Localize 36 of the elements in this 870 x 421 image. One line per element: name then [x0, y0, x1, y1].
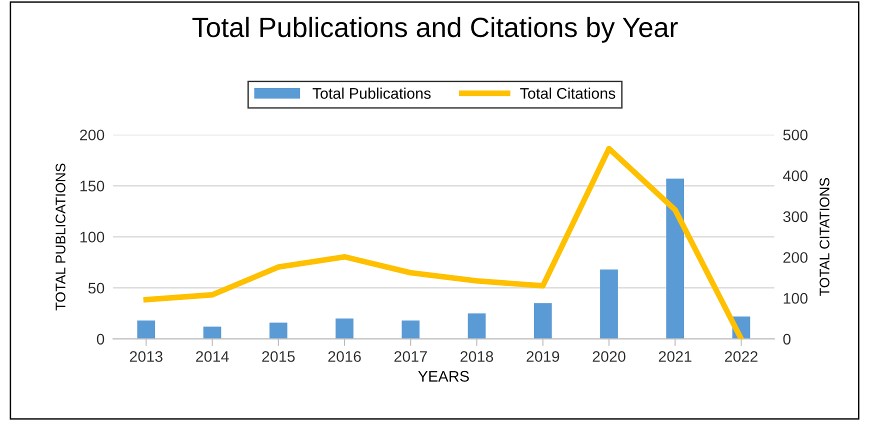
x-tick-label: 2015	[262, 351, 295, 362]
bar	[534, 303, 552, 339]
bar	[600, 269, 618, 339]
y-tick-label: 200	[80, 130, 104, 140]
x-tick-label: 2014	[196, 351, 229, 362]
bar	[269, 322, 288, 339]
x-tick-label: 2018	[460, 351, 494, 362]
y-axis-title: TOTAL PUBLICATIONS	[56, 164, 66, 310]
chart-title: Total Publications and Citations by Year	[192, 16, 678, 43]
legend-label: Total Publications	[312, 88, 431, 99]
x-axis-title: YEARS	[418, 370, 469, 382]
y-tick-label: 0	[96, 334, 104, 345]
y-tick-label: 100	[80, 232, 104, 242]
y2-tick-label: 300	[783, 211, 808, 222]
bar	[666, 178, 684, 339]
x-tick-label: 2013	[130, 351, 162, 362]
bar	[336, 318, 354, 339]
bar	[203, 326, 222, 339]
bar	[402, 320, 420, 339]
x-tick-label: 2017	[394, 351, 427, 362]
y2-tick-label: 500	[783, 130, 808, 140]
y2-tick-label: 400	[782, 170, 808, 182]
x-tick-label: 2020	[592, 351, 626, 362]
bar	[137, 320, 156, 339]
y-tick-label: 150	[80, 180, 104, 192]
bar	[468, 313, 486, 339]
y2-tick-label: 100	[784, 292, 808, 304]
y2-tick-label: 200	[783, 252, 808, 263]
y2-axis-title: TOTAL CITATIONS	[820, 178, 830, 296]
x-tick-label: 2022	[725, 351, 758, 362]
legend-label: Total Citations	[520, 88, 616, 99]
y2-tick-label: 0	[783, 334, 791, 345]
x-tick-label: 2016	[328, 351, 361, 362]
x-tick-label: 2019	[526, 351, 560, 362]
x-tick-label: 2021	[658, 351, 692, 362]
y-tick-label: 50	[88, 282, 104, 294]
